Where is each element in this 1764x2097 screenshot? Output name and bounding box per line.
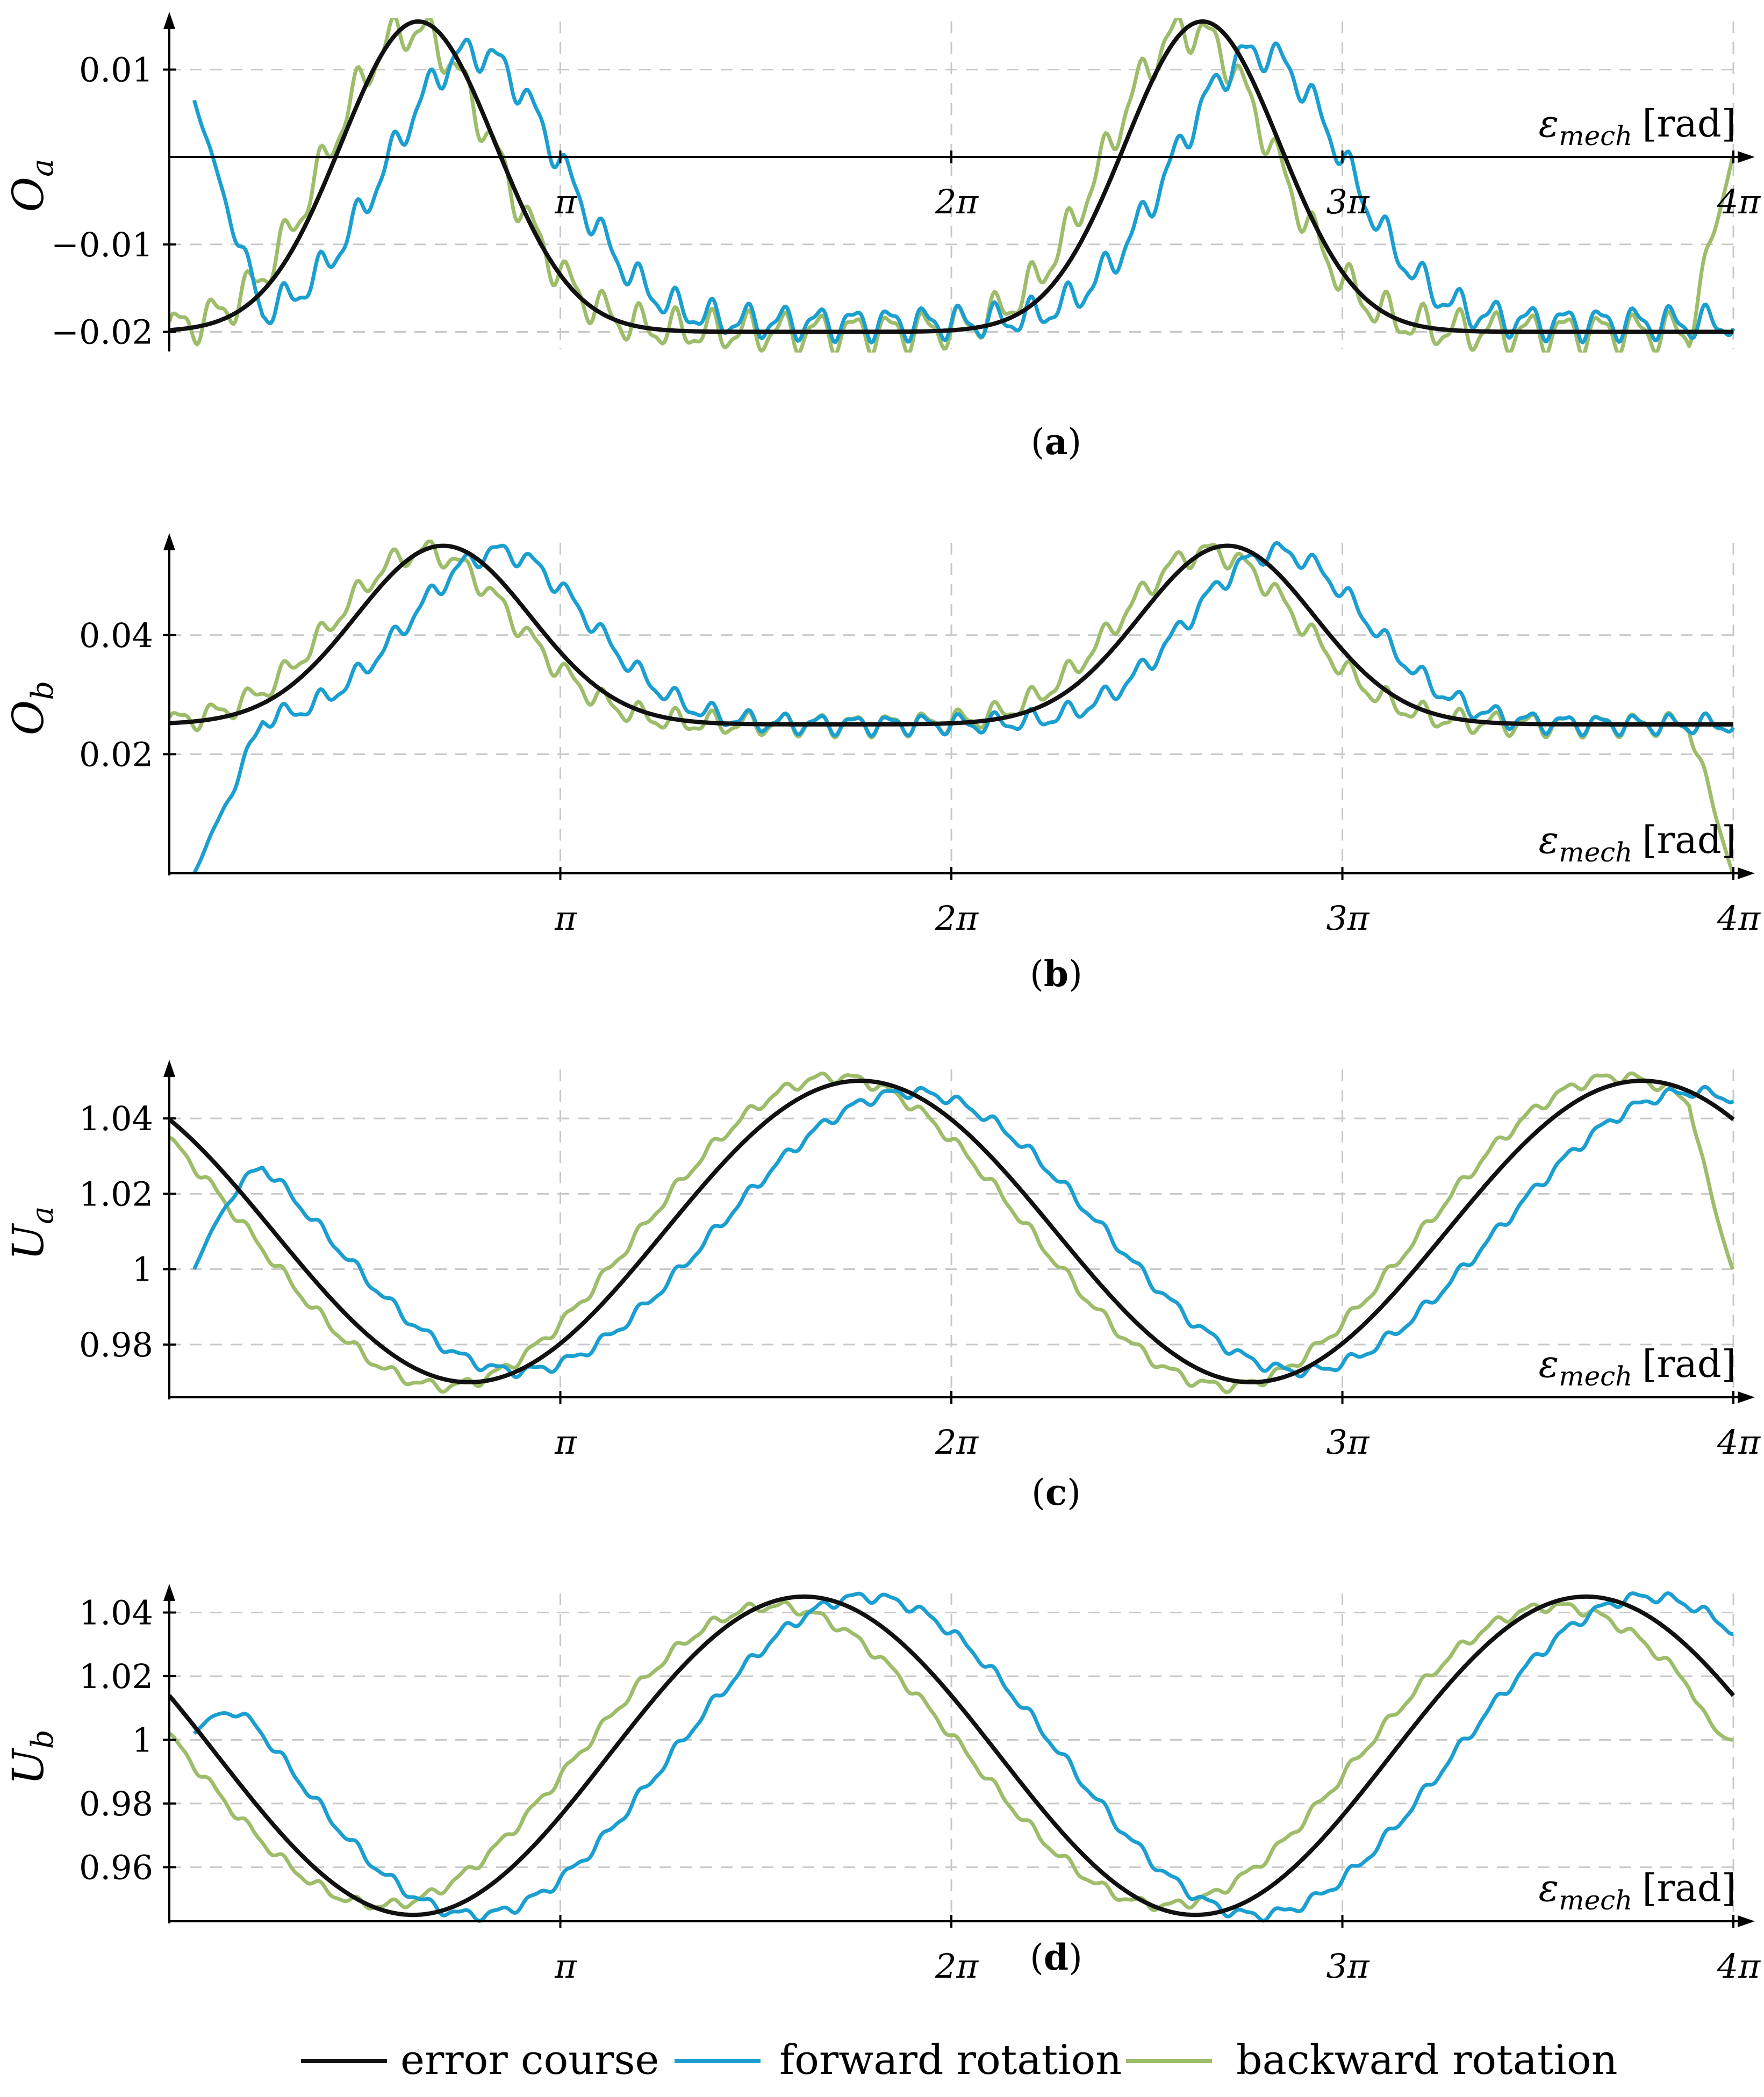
y-axis-label: Ob [3,681,60,735]
panel-caption: (d) [1030,1936,1082,1978]
x-tick-label: 4π [1717,899,1761,938]
y-tick-label: −0.01 [51,225,153,264]
y-tick-label: 1.02 [79,1174,153,1213]
x-tick-label: 2π [935,182,979,221]
x-tick-label: π [554,182,577,221]
x-tick-label: π [554,899,577,938]
legend-label: backward rotation [1236,2036,1618,2084]
legend-label: error course [400,2036,659,2084]
x-tick-label: 2π [935,1423,979,1462]
series-error [169,1079,1735,1384]
y-tick-label: 1.04 [79,1593,153,1633]
x-axis-label: εmech [rad] [1539,818,1736,868]
y-tick-label: 0.04 [79,616,153,655]
y-axis-label: Oa [3,159,60,212]
y-tick-label: 1.02 [79,1657,153,1696]
chart-panel-c: 1.04 1.02 1 0.98 π 2π 3π 4π εmech [rad] Ua (c) [3,1060,1761,1513]
panel-caption: (a) [1031,421,1081,463]
series-forward [192,1085,1734,1380]
series-group [169,18,1736,353]
y-tick-label: 0.98 [79,1784,153,1823]
y-tick-label: −0.02 [51,312,153,351]
y-axis-arrow [163,533,175,550]
series-group [169,1591,1736,1923]
y-tick-label: 1 [132,1250,153,1289]
x-tick-label: π [554,1423,577,1462]
y-tick-label: 0.96 [79,1848,153,1887]
series-backward [169,1600,1733,1912]
x-axis-label: εmech [rad] [1539,1342,1736,1392]
series-error [169,19,1734,334]
x-tick-label: 2π [935,899,979,938]
y-axis-arrow [163,12,175,29]
x-tick-label: π [554,1947,577,1986]
y-tick-label: 0.01 [79,50,153,89]
x-tick-label: 2π [935,1947,979,1986]
y-axis-arrow [163,1584,175,1601]
panel-caption: (b) [1030,953,1082,995]
axes: 1.04 1.02 1 0.98 π 2π 3π 4π εmech [rad] Ua [3,1060,1761,1462]
x-tick-label: 3π [1326,1947,1369,1986]
legend-item-error: error course [301,2036,659,2084]
axes: 0.04 0.02 π 2π 3π 4π εmech [rad] Ob [3,533,1761,938]
series-forward [192,38,1736,345]
x-tick-label: 3π [1326,1423,1369,1462]
y-axis-label: Ub [3,1729,60,1785]
y-tick-label: 0.98 [79,1325,153,1365]
legend: error course forward rotation backward rot… [301,2036,1618,2084]
x-axis-arrow [1738,867,1755,879]
legend-label: forward rotation [779,2036,1122,2084]
y-tick-label: 1 [132,1720,153,1760]
x-tick-label: 4π [1717,1423,1761,1462]
x-axis-arrow [1738,1391,1755,1403]
series-group [169,540,1735,874]
x-tick-label: 3π [1326,182,1369,221]
y-tick-label: 1.04 [79,1099,153,1138]
gridlines [169,1593,1734,1921]
axes: 1.04 1.02 1 0.98 0.96 π 2π 3π 4π εmech [rad] Ub [3,1584,1761,1986]
chart-panel-b: 0.04 0.02 π 2π 3π 4π εmech [rad] Ob (b) [3,533,1761,995]
chart-panel-a: 0.01 −0.01 −0.02 π 2π 3π 4π εmech [rad] Oa (a) [3,12,1761,463]
series-group [169,1071,1735,1395]
x-axis-label: εmech [rad] [1539,102,1736,152]
x-axis-arrow [1738,151,1755,163]
series-error [169,543,1734,727]
series-error [169,1594,1736,1918]
legend-item-backward: backward rotation [1126,2036,1618,2084]
gridlines [169,543,1734,873]
panels: 0.01 −0.01 −0.02 π 2π 3π 4π εmech [rad] Oa (a) 0.04… [3,12,1761,1986]
y-tick-label: 0.02 [79,735,153,774]
series-forward [192,541,1735,874]
x-tick-label: 3π [1326,899,1369,938]
y-axis-arrow [163,1060,175,1077]
x-tick-label: 4π [1717,182,1761,221]
legend-item-forward: forward rotation [675,2036,1122,2084]
x-axis-label: εmech [rad] [1539,1866,1736,1916]
x-axis-arrow [1738,1915,1755,1927]
y-axis-label: Ua [3,1207,60,1261]
x-tick-label: 4π [1717,1947,1761,1986]
series-forward [192,1591,1734,1923]
series-backward [169,1071,1734,1395]
axes: 0.01 −0.01 −0.02 π 2π 3π 4π εmech [rad] Oa [3,12,1761,351]
panel-caption: (c) [1031,1471,1081,1513]
chart-panel-d: 1.04 1.02 1 0.98 0.96 π 2π 3π 4π εmech [rad] Ub (d) [3,1584,1761,1986]
